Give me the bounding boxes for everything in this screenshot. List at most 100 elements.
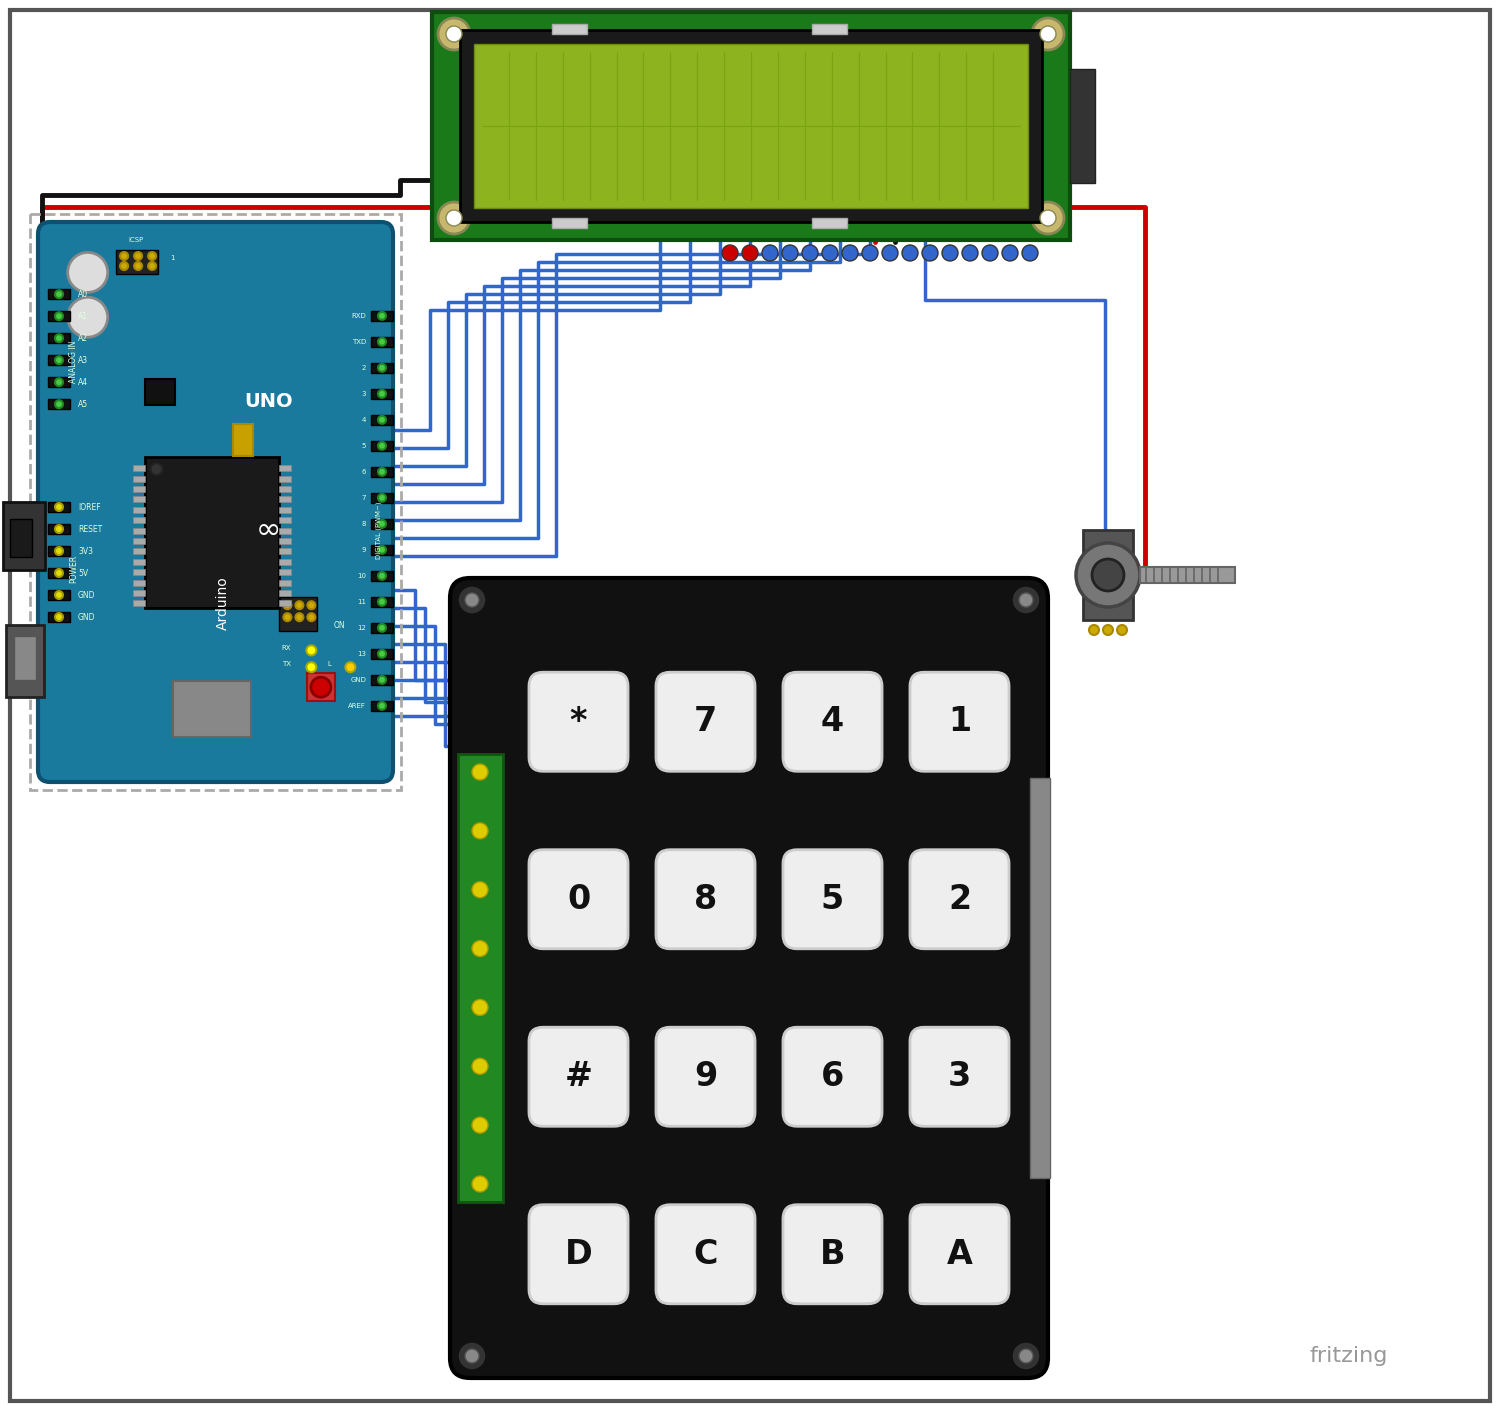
Bar [370,519,393,529]
Bar [1030,777,1050,1178]
Bar [234,423,254,456]
Circle shape [68,298,108,337]
Circle shape [1022,246,1038,261]
Bar [370,467,393,477]
Text: 6: 6 [362,468,366,474]
Circle shape [378,546,386,553]
Circle shape [56,547,63,555]
Bar [370,389,393,399]
Circle shape [742,246,758,261]
Text: 3: 3 [362,391,366,396]
Circle shape [472,1058,488,1074]
Bar [48,523,70,533]
Bar [3,502,45,570]
Bar [370,597,393,607]
Circle shape [1032,202,1064,234]
Bar [460,30,1042,222]
Circle shape [438,18,470,49]
FancyBboxPatch shape [450,579,1048,1379]
Text: 5V: 5V [78,569,88,577]
FancyBboxPatch shape [530,1027,628,1126]
Circle shape [962,246,978,261]
Circle shape [56,612,63,621]
Bar [132,528,144,533]
Bar [279,538,291,545]
Bar [132,485,144,492]
Circle shape [922,246,938,261]
Circle shape [1040,210,1056,226]
Circle shape [782,246,798,261]
Bar [279,590,291,595]
Bar [48,333,70,343]
Bar [370,363,393,373]
Bar [812,219,847,229]
Bar [144,378,174,405]
Text: 8: 8 [362,521,366,526]
Bar [279,601,291,607]
Circle shape [378,676,386,684]
Text: ANALOG IN: ANALOG IN [69,341,78,384]
Text: RX: RX [282,645,291,650]
Circle shape [378,442,386,450]
Text: 12: 12 [357,625,366,631]
Bar [370,415,393,425]
Bar [370,622,393,632]
Text: Arduino: Arduino [216,576,229,629]
Text: 1: 1 [948,706,970,738]
Circle shape [56,291,63,298]
Bar [48,399,70,409]
Circle shape [1076,543,1140,607]
Bar [1140,567,1234,583]
Bar [132,549,144,555]
Circle shape [472,882,488,897]
Bar [279,569,291,576]
Text: 7: 7 [694,706,717,738]
Circle shape [902,246,918,261]
Circle shape [134,253,142,260]
Bar [279,559,291,564]
Circle shape [306,662,316,672]
Circle shape [378,468,386,476]
Bar [279,507,291,512]
Text: 13: 13 [357,650,366,656]
FancyBboxPatch shape [530,849,628,948]
Bar [48,590,70,600]
Text: #: # [564,1060,592,1094]
FancyBboxPatch shape [530,1205,628,1304]
Bar [279,518,291,523]
Bar [132,507,144,512]
Bar [48,377,70,387]
Bar [13,636,36,680]
Circle shape [310,677,332,697]
Bar [132,601,144,607]
Circle shape [1089,625,1100,635]
Text: 5: 5 [821,883,844,916]
Bar [48,289,70,299]
Circle shape [345,662,355,672]
Bar [370,674,393,684]
Circle shape [378,337,386,346]
Text: 10: 10 [357,573,366,579]
Bar [279,485,291,492]
FancyBboxPatch shape [656,849,754,948]
Bar [30,214,401,790]
Circle shape [378,364,386,373]
Circle shape [378,701,386,710]
Bar [132,476,144,481]
Bar [370,440,393,450]
Circle shape [296,601,303,610]
Text: A4: A4 [78,378,88,387]
Circle shape [56,591,63,600]
FancyBboxPatch shape [530,672,628,772]
FancyBboxPatch shape [656,672,754,772]
Text: A: A [946,1237,972,1271]
Bar [308,673,334,701]
Text: TXD: TXD [352,339,366,344]
Circle shape [722,246,738,261]
Circle shape [472,941,488,957]
Text: ON: ON [334,621,345,629]
Circle shape [120,253,128,260]
Bar [279,528,291,533]
Text: 1: 1 [170,255,174,261]
Circle shape [822,246,839,261]
